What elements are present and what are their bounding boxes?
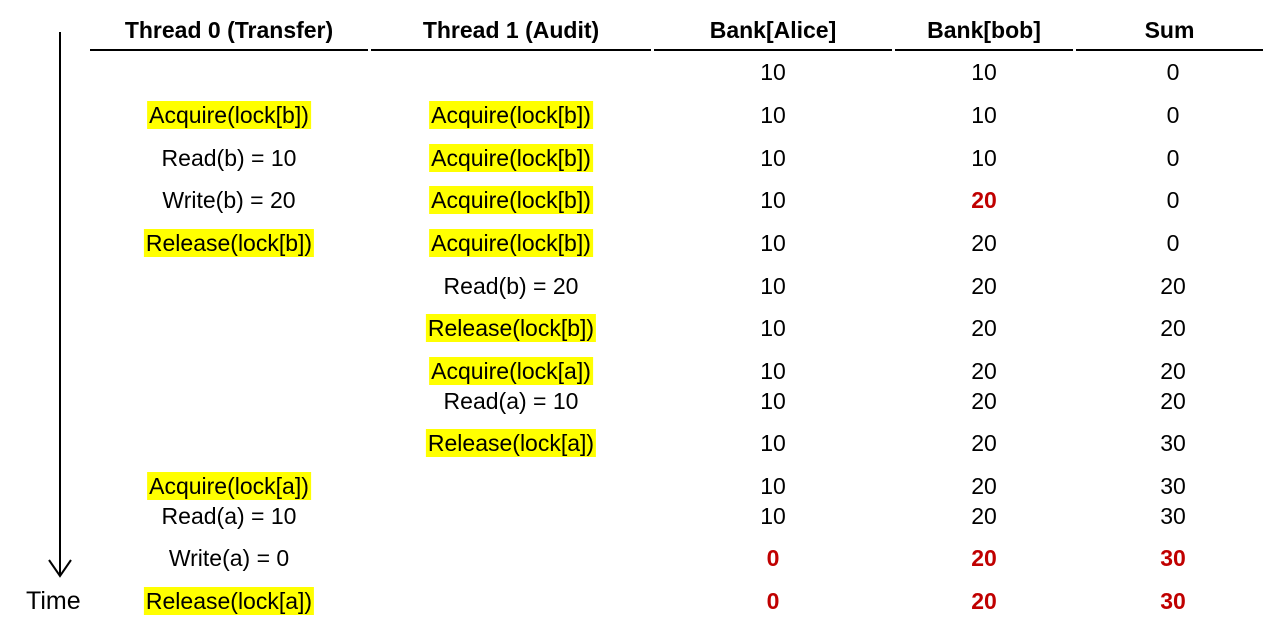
thread1-cell: Read(b) = 20 bbox=[443, 273, 579, 299]
thread1-cell: Acquire(lock[b]) bbox=[429, 144, 593, 172]
bank-bob-cell: 10 bbox=[971, 145, 997, 171]
thread1-cell: Read(a) = 10 bbox=[443, 388, 579, 414]
bank-alice-cell: 0 bbox=[766, 588, 780, 614]
thread1-cell: Acquire(lock[b]) bbox=[429, 229, 593, 257]
bank-alice-cell: 10 bbox=[760, 273, 786, 299]
bank-alice-cell: 10 bbox=[760, 102, 786, 128]
bank-bob-cell: 20 bbox=[971, 187, 997, 213]
thread0-cell: Acquire(lock[a]) bbox=[147, 472, 311, 500]
sum-cell: 20 bbox=[1160, 315, 1186, 341]
header-rule bbox=[895, 49, 1073, 51]
header-sum: Sum bbox=[1144, 17, 1195, 43]
sum-cell: 0 bbox=[1166, 230, 1180, 256]
thread1-cell: Acquire(lock[a]) bbox=[429, 357, 593, 385]
bank-alice-cell: 10 bbox=[760, 473, 786, 499]
thread0-cell: Release(lock[a]) bbox=[143, 587, 315, 615]
thread0-cell: Read(b) = 10 bbox=[161, 145, 297, 171]
bank-alice-cell: 10 bbox=[760, 503, 786, 529]
sum-cell: 0 bbox=[1166, 102, 1180, 128]
bank-bob-cell: 20 bbox=[971, 273, 997, 299]
sum-cell: 30 bbox=[1160, 545, 1186, 571]
bank-alice-cell: 10 bbox=[760, 230, 786, 256]
thread1-cell: Acquire(lock[b]) bbox=[429, 101, 593, 129]
sum-cell: 30 bbox=[1160, 503, 1186, 529]
bank-alice-cell: 10 bbox=[760, 388, 786, 414]
bank-bob-cell: 20 bbox=[971, 230, 997, 256]
header-rule bbox=[90, 49, 368, 51]
header-rule bbox=[654, 49, 892, 51]
bank-alice-cell: 10 bbox=[760, 145, 786, 171]
header-bank-alice: Bank[Alice] bbox=[709, 17, 837, 43]
sum-cell: 30 bbox=[1160, 430, 1186, 456]
thread0-cell: Release(lock[b]) bbox=[143, 229, 315, 257]
sum-cell: 30 bbox=[1160, 473, 1186, 499]
sum-cell: 0 bbox=[1166, 145, 1180, 171]
sum-cell: 0 bbox=[1166, 59, 1180, 85]
bank-alice-cell: 0 bbox=[766, 545, 780, 571]
bank-alice-cell: 10 bbox=[760, 430, 786, 456]
bank-bob-cell: 20 bbox=[971, 588, 997, 614]
bank-alice-cell: 10 bbox=[760, 187, 786, 213]
time-axis-arrow bbox=[48, 32, 72, 578]
header-bank-bob: Bank[bob] bbox=[927, 17, 1041, 43]
bank-bob-cell: 20 bbox=[971, 315, 997, 341]
bank-alice-cell: 10 bbox=[760, 315, 786, 341]
header-thread1: Thread 1 (Audit) bbox=[422, 17, 600, 43]
bank-bob-cell: 20 bbox=[971, 545, 997, 571]
bank-bob-cell: 20 bbox=[971, 430, 997, 456]
sum-cell: 30 bbox=[1160, 588, 1186, 614]
thread0-cell: Read(a) = 10 bbox=[161, 503, 297, 529]
time-label: Time bbox=[26, 587, 81, 615]
sum-cell: 20 bbox=[1160, 273, 1186, 299]
thread0-cell: Write(b) = 20 bbox=[162, 187, 296, 213]
bank-bob-cell: 10 bbox=[971, 102, 997, 128]
bank-bob-cell: 20 bbox=[971, 358, 997, 384]
bank-bob-cell: 10 bbox=[971, 59, 997, 85]
sum-cell: 20 bbox=[1160, 388, 1186, 414]
bank-bob-cell: 20 bbox=[971, 503, 997, 529]
header-rule bbox=[371, 49, 651, 51]
bank-alice-cell: 10 bbox=[760, 59, 786, 85]
thread0-cell: Write(a) = 0 bbox=[168, 545, 290, 571]
bank-bob-cell: 20 bbox=[971, 473, 997, 499]
bank-bob-cell: 20 bbox=[971, 388, 997, 414]
thread0-cell: Acquire(lock[b]) bbox=[147, 101, 311, 129]
bank-alice-cell: 10 bbox=[760, 358, 786, 384]
thread1-cell: Acquire(lock[b]) bbox=[429, 186, 593, 214]
sum-cell: 20 bbox=[1160, 358, 1186, 384]
header-thread0: Thread 0 (Transfer) bbox=[124, 17, 334, 43]
sum-cell: 0 bbox=[1166, 187, 1180, 213]
header-rule bbox=[1076, 49, 1263, 51]
thread1-cell: Release(lock[b]) bbox=[425, 314, 597, 342]
thread1-cell: Release(lock[a]) bbox=[425, 429, 597, 457]
